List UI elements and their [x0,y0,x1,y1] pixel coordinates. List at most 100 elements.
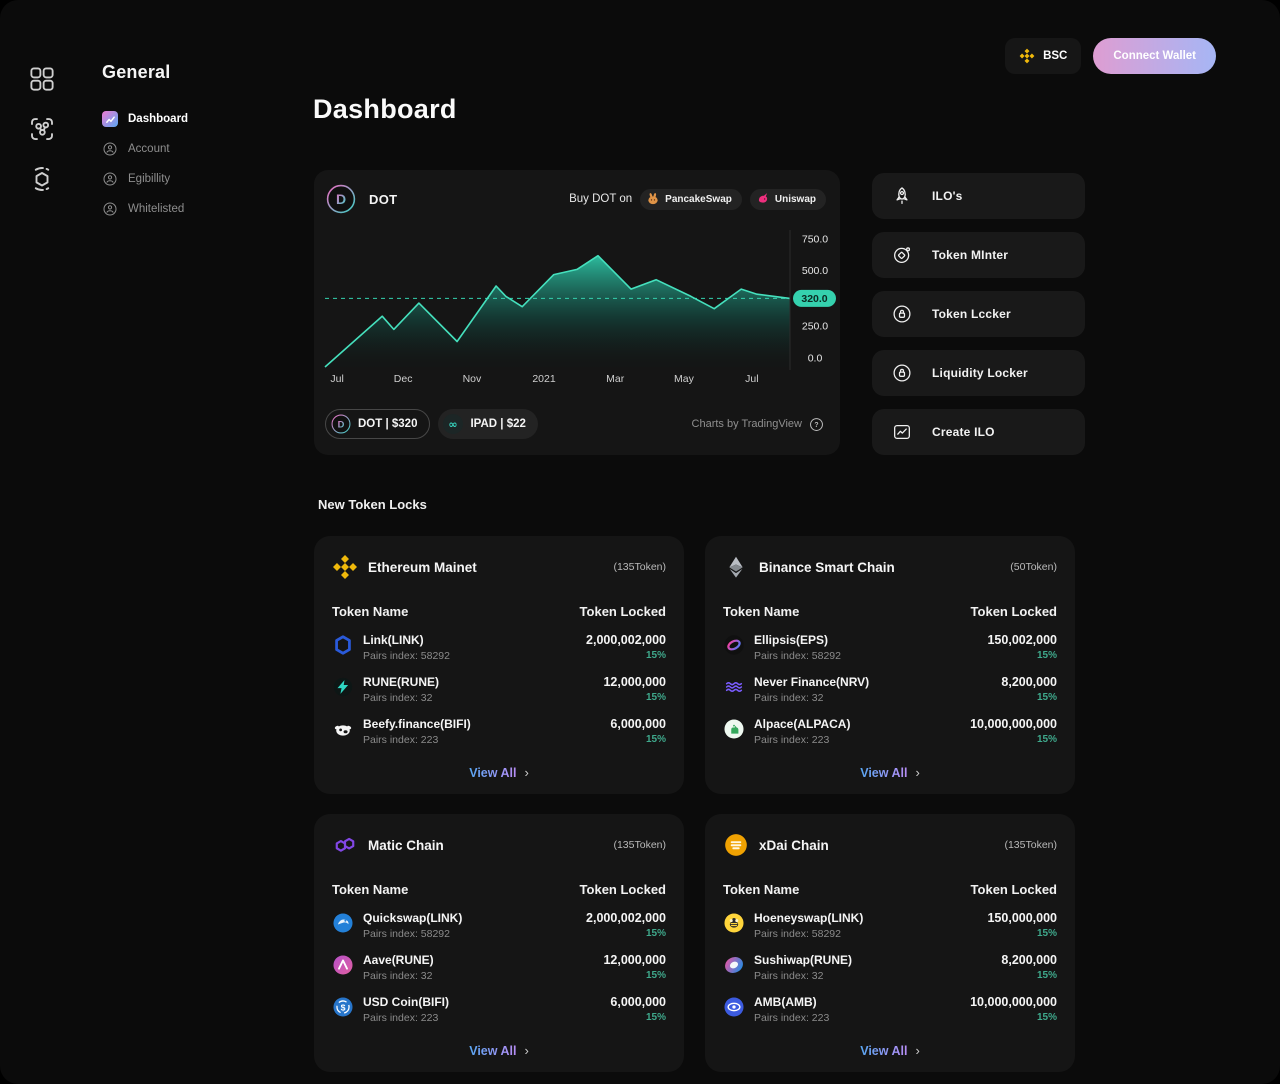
pancakeswap-icon [646,192,660,206]
pairs-index: Pairs index: 223 [363,734,439,746]
menu-item-ilos[interactable]: ILO's [872,173,1085,219]
chain-name: xDai Chain [759,837,829,853]
menu-item-label: ILO's [932,189,963,203]
token-name: Sushiwap(RUNE) [754,953,853,967]
help-icon[interactable]: ? [809,417,824,432]
view-all-button[interactable]: View All › [705,1043,1075,1058]
pairs-index: Pairs index: 58292 [754,928,841,940]
pairs-index: Pairs index: 223 [754,1012,830,1024]
dot-price-pill[interactable]: D DOT | $320 [325,409,431,439]
menu-item-token-locker[interactable]: Token Lccker [872,291,1085,337]
sushiswap-token-icon [723,954,745,976]
chart-token-name: DOT [369,191,398,207]
menu-item-label: Create ILO [932,425,995,439]
sidebar-item-whitelisted[interactable]: Whitelisted [102,201,272,217]
token-price-label: IPAD | $22 [470,418,526,430]
token-row[interactable]: Ellipsis(EPS) Pairs index: 58292 150,002… [723,633,1057,662]
ellipsis-token-icon [723,634,745,656]
token-locked-amount: 8,200,000 [1001,953,1057,967]
column-header-token-locked: Token Locked [970,882,1057,897]
token-count-badge: (50Token) [1010,561,1057,573]
pairs-index: Pairs index: 58292 [754,650,841,662]
chain-name: Binance Smart Chain [759,559,895,575]
token-locks-grid: Ethereum Mainet (135Token) Token Name To… [314,536,1075,1072]
view-all-label: View All [469,765,517,780]
token-row[interactable]: Link(LINK) Pairs index: 58292 2,000,002,… [332,633,666,662]
token-row[interactable]: Never Finance(NRV) Pairs index: 32 8,200… [723,675,1057,704]
view-all-button[interactable]: View All › [314,765,684,780]
menu-item-label: Liquidity Locker [932,366,1028,380]
token-row[interactable]: Alpace(ALPACA) Pairs index: 223 10,000,0… [723,717,1057,746]
token-row[interactable]: Quickswap(LINK) Pairs index: 58292 2,000… [332,911,666,940]
token-locked-amount: 150,000,000 [987,911,1057,925]
chevron-right-icon: › [524,1043,529,1058]
sidebar-item-label: Account [128,143,170,155]
locked-percent: 15% [1036,650,1057,661]
view-all-label: View All [469,1043,517,1058]
svg-text:$: $ [341,1002,346,1012]
view-all-button[interactable]: View All › [314,1043,684,1058]
chart-square-icon [891,421,913,443]
price-chart-card: D DOT Buy DOT on PancakeSwap Uniswap 750… [314,170,840,455]
hexagon-icon[interactable] [27,164,57,194]
ipad-token-icon: ∞ [443,414,464,434]
ipad-price-pill[interactable]: ∞ IPAD | $22 [438,409,538,439]
uniswap-button[interactable]: Uniswap [749,188,826,210]
chevron-right-icon: › [915,765,920,780]
token-locked-amount: 6,000,000 [610,995,666,1009]
token-locks-card: Matic Chain (135Token) Token Name Token … [314,814,684,1072]
x-axis-tick: Nov [463,373,482,385]
view-all-button[interactable]: View All › [705,765,1075,780]
token-name: USD Coin(BIFI) [363,995,449,1009]
pancakeswap-button[interactable]: PancakeSwap [640,188,742,210]
section-title-new-token-locks: New Token Locks [318,497,427,512]
token-row[interactable]: RUNE(RUNE) Pairs index: 32 12,000,000 15… [332,675,666,704]
exchange-label: PancakeSwap [665,193,732,205]
menu-item-liquidity-locker[interactable]: Liquidity Locker [872,350,1085,396]
x-axis-tick: May [674,373,695,385]
token-row[interactable]: Sushiwap(RUNE) Pairs index: 32 8,200,000… [723,953,1057,982]
token-row[interactable]: AMB(AMB) Pairs index: 223 10,000,000,000… [723,995,1057,1024]
network-selector-button[interactable]: BSC [1005,38,1082,74]
menu-item-create-ilo[interactable]: Create ILO [872,409,1085,455]
tradingview-credit: Charts by TradingView [691,418,802,430]
price-chart[interactable]: 750.0 500.0 250.0 0.0 320.0 Jul Dec Nov 2021 Mar… [314,230,840,385]
token-row[interactable]: Beefy.finance(BIFI) Pairs index: 223 6,0… [332,717,666,746]
sidebar-item-egibillity[interactable]: Egibillity [102,171,272,187]
sidebar: General Dashboard Account Egibillity Whi… [102,62,272,217]
column-header-token-locked: Token Locked [579,882,666,897]
connect-wallet-button[interactable]: Connect Wallet [1093,38,1216,74]
menu-item-token-minter[interactable]: Token MInter [872,232,1085,278]
token-row[interactable]: Aave(RUNE) Pairs index: 32 12,000,000 15… [332,953,666,982]
token-locked-amount: 6,000,000 [610,717,666,731]
sidebar-item-account[interactable]: Account [102,141,272,157]
y-axis-tick: 500.0 [802,265,828,277]
locked-percent: 15% [1036,692,1057,703]
grid-icon[interactable] [27,64,57,94]
sidebar-item-dashboard[interactable]: Dashboard [102,111,272,127]
aave-token-icon [332,954,354,976]
dot-token-icon: D [326,184,356,214]
svg-text:∞: ∞ [449,418,458,431]
buy-dot-label: Buy DOT on [569,193,633,205]
locked-percent: 15% [645,1012,666,1023]
bnb-icon [1019,48,1035,64]
eth-chain-icon [723,554,749,580]
beefy-token-icon [332,718,354,740]
token-locked-amount: 8,200,000 [1001,675,1057,689]
token-name: Aave(RUNE) [363,953,434,967]
molecule-scan-icon[interactable] [27,114,57,144]
token-row[interactable]: $ USD Coin(BIFI) Pairs index: 223 6,000,… [332,995,666,1024]
view-all-label: View All [860,1043,908,1058]
sidebar-item-label: Egibillity [128,173,171,185]
token-name: RUNE(RUNE) [363,675,439,689]
token-row[interactable]: Hoeneyswap(LINK) Pairs index: 58292 150,… [723,911,1057,940]
locked-percent: 15% [645,692,666,703]
token-locked-amount: 10,000,000,000 [970,717,1057,731]
dot-token-icon: D [331,414,351,434]
chevron-right-icon: › [524,765,529,780]
quickswap-token-icon [332,912,354,934]
y-axis-tick: 250.0 [802,321,828,333]
network-label: BSC [1043,50,1068,62]
y-axis-tick: 750.0 [802,233,828,245]
